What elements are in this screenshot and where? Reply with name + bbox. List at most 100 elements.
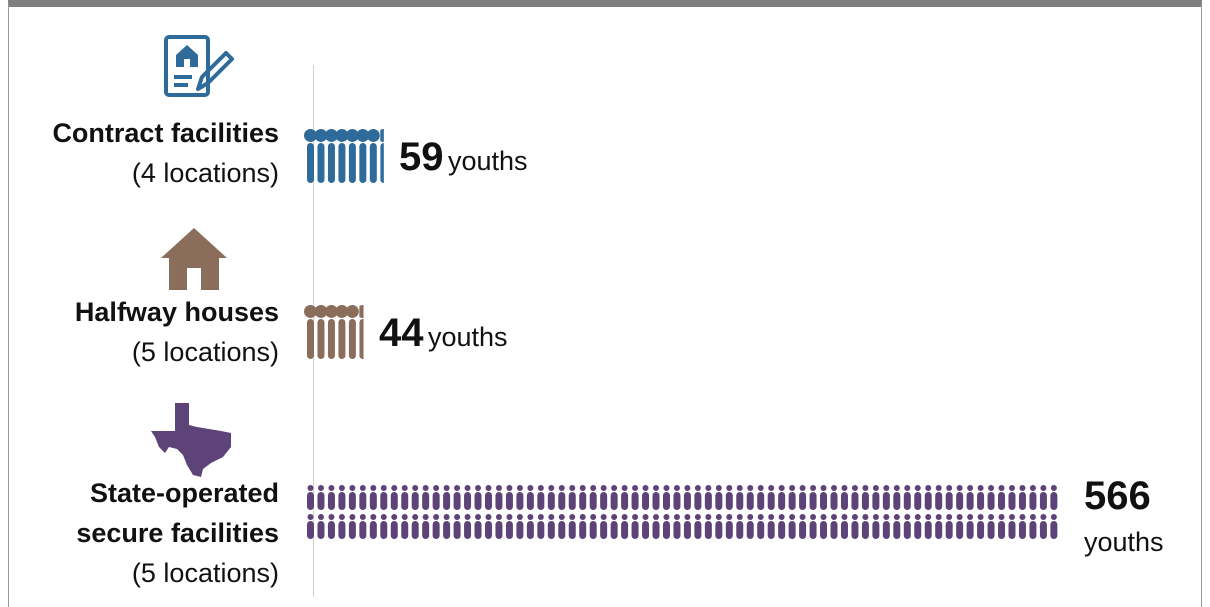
person-figure [314,129,328,183]
value-label-contract: 59 youths [399,135,528,180]
person-figure [547,514,555,539]
person-figure [977,514,985,539]
person-figure [715,514,723,539]
person-figure [411,514,419,539]
person-figure [683,514,691,539]
person-figure [443,514,451,539]
person-figure [1018,485,1026,510]
person-figure [1018,514,1026,539]
person-figure [736,514,744,539]
person-figure [526,514,534,539]
category-name: Halfway houses [74,297,279,327]
person-figure [474,485,482,510]
person-figure [422,514,430,539]
person-figure [484,485,492,510]
person-figure [558,514,566,539]
person-figure [474,514,482,539]
person-figure [694,485,702,510]
person-figure [882,485,890,510]
person-figure [307,485,314,510]
category-name-line-1: State-operated [89,478,279,508]
person-figure [914,514,922,539]
category-label-contract: Contract facilities (4 locations) [52,113,279,193]
person-figure [861,514,869,539]
value-number: 566 [1084,474,1151,518]
person-figure [725,485,733,510]
person-figure [610,485,618,510]
person-figure [662,485,670,510]
person-figure [757,514,765,539]
person-figure [307,514,314,539]
person-figure [903,514,911,539]
texas-state-icon [151,403,231,477]
person-figure [1039,485,1047,510]
person-figure [820,485,828,510]
value-number: 44 [379,311,424,355]
person-figure [809,514,817,539]
person-figure [998,485,1006,510]
category-label-state: State-operated secure facilities (5 loca… [76,473,279,593]
person-figure [945,514,953,539]
person-figure-partial [380,129,384,183]
person-figure [1039,514,1047,539]
person-figure [484,514,492,539]
person-figure [401,485,409,510]
person-figure [767,514,775,539]
value-unit: youths [427,322,508,352]
person-figure [1050,514,1058,539]
person-figure [830,485,838,510]
person-figure [882,514,890,539]
person-figure [631,485,639,510]
person-figure [327,514,335,539]
person-figure [327,485,335,510]
person-figure-partial [359,305,364,359]
person-figure [652,485,660,510]
person-figure [600,514,608,539]
person-figure [516,485,524,510]
person-figure [338,485,346,510]
person-figure [422,485,430,510]
person-figure [673,485,681,510]
person-figure [746,485,754,510]
person-figure [998,514,1006,539]
person-figure [851,514,859,539]
person-figure [977,485,985,510]
house-icon [161,228,227,290]
person-figure [380,514,388,539]
person-figure [537,485,545,510]
value-label-halfway: 44 youths [379,311,508,356]
person-figure [935,485,943,510]
person-figure [945,485,953,510]
person-figure [348,485,356,510]
person-figure [861,485,869,510]
person-figure [788,485,796,510]
person-figure [893,485,901,510]
person-figure [778,485,786,510]
person-figure [335,305,349,359]
person-figure [736,485,744,510]
person-figure [683,485,691,510]
person-figure [356,129,370,183]
person-figure [914,485,922,510]
person-figure [359,485,367,510]
person-figure [464,514,472,539]
person-figure [526,485,534,510]
person-figure [390,514,398,539]
person-figure [505,514,513,539]
category-locations: (5 locations) [131,558,279,588]
person-figure [317,514,325,539]
person-figure [314,305,328,359]
pictogram-bars [304,129,1058,539]
person-figure [662,514,670,539]
value-unit: youths [1084,527,1164,557]
person-figure [495,514,503,539]
category-name-line-2: secure facilities [76,518,279,548]
category-locations: (5 locations) [131,337,279,367]
value-unit: youths [447,146,528,176]
person-figure [1050,485,1058,510]
person-figure [788,514,796,539]
person-figure [558,485,566,510]
person-figure [516,514,524,539]
person-figure [956,514,964,539]
person-figure [872,514,880,539]
